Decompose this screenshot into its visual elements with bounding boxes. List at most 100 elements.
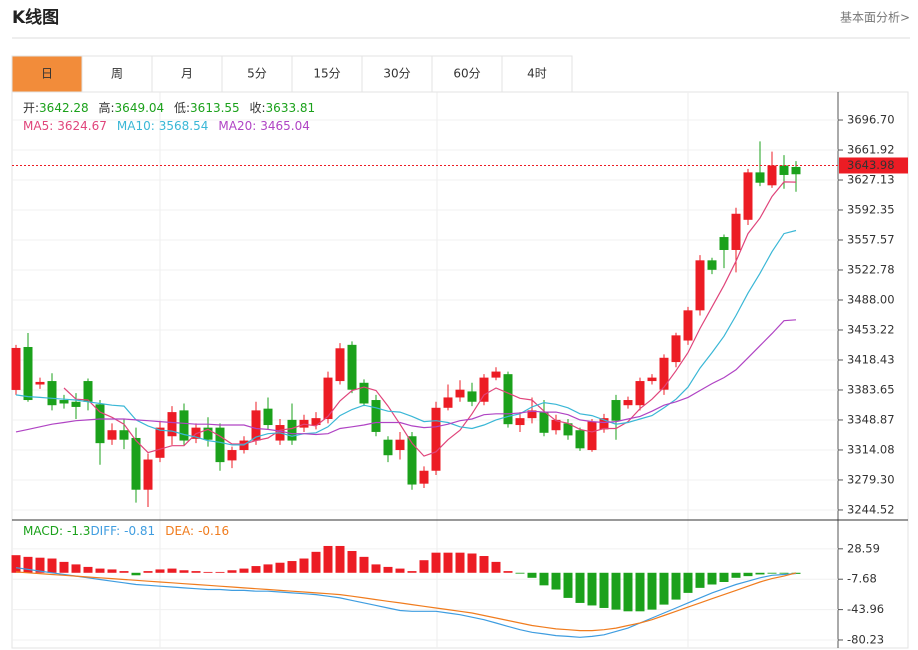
y-tick-label: -7.68 [847, 572, 877, 586]
candle-body [563, 423, 573, 436]
macd-bar [359, 556, 369, 573]
tab[interactable] [501, 55, 573, 93]
tab-label[interactable]: 月 [181, 67, 193, 81]
ma-legend: MA5: 3624.67 MA10: 3568.54 MA20: 3465.04 [23, 119, 310, 133]
y-tick-label: 3348.87 [847, 412, 895, 426]
y-tick-label: 3627.13 [847, 173, 895, 187]
macd-bar [59, 561, 69, 573]
tab-label[interactable]: 日 [41, 67, 53, 81]
macd-bar [179, 570, 189, 573]
macd-bar [479, 556, 489, 573]
open-value: 3642.28 [39, 101, 89, 115]
candle-body [347, 344, 357, 390]
macd-bar [23, 556, 33, 573]
macd-bar [707, 572, 717, 585]
macd-bar [143, 571, 153, 573]
low-value: 3613.55 [190, 101, 240, 115]
legend-label: MA5: [23, 119, 53, 133]
indicator-line [15, 229, 797, 446]
macd-bar [251, 566, 261, 573]
macd-bar [635, 572, 645, 612]
macd-bar [383, 566, 393, 573]
legend-value: -1.3 [67, 524, 90, 538]
y-tick-label: 3314.08 [847, 442, 895, 456]
tab-label[interactable]: 60分 [453, 67, 480, 81]
tab[interactable] [291, 55, 363, 93]
tab-label[interactable]: 4时 [527, 67, 547, 81]
fundamental-link[interactable]: 基本面分析> [840, 11, 910, 25]
macd-bar [695, 572, 705, 588]
candle-body [11, 347, 21, 390]
tab[interactable] [221, 55, 293, 93]
macd-bar [671, 572, 681, 600]
macd-bar [407, 571, 417, 573]
tab[interactable] [431, 55, 503, 93]
tab-label[interactable]: 15分 [313, 67, 340, 81]
macd-bar [263, 564, 273, 573]
candle-body [419, 470, 429, 484]
tab[interactable] [81, 55, 153, 93]
ohlc-legend: 开:3642.28 高:3649.04 低:3613.55 收:3633.81 [23, 100, 315, 115]
y-tick-label: 3418.43 [847, 352, 895, 366]
tab[interactable] [11, 55, 83, 93]
macd-bar [587, 572, 597, 606]
macd-bar [131, 572, 141, 576]
high-label: 高: [99, 100, 115, 115]
indicator-line [15, 567, 797, 638]
macd-bar [431, 552, 441, 573]
candle-body [407, 436, 417, 485]
grid [12, 119, 838, 641]
candle-body [119, 430, 129, 440]
candle-body [71, 401, 81, 407]
candle-body [455, 389, 465, 398]
candle-body [527, 410, 537, 419]
candle-body [371, 400, 381, 432]
candle-body [203, 427, 213, 440]
tab[interactable] [151, 55, 223, 93]
high-value: 3649.04 [115, 101, 165, 115]
macd-bar [527, 572, 537, 578]
candle-body [131, 437, 141, 490]
macd-bar [239, 568, 249, 573]
macd-bar [515, 572, 525, 574]
candle-body [479, 377, 489, 402]
candle-body [695, 260, 705, 311]
macd-bar [371, 564, 381, 573]
y-tick-label: 3244.52 [847, 502, 895, 516]
macd-bar [419, 560, 429, 573]
candle-body [143, 459, 153, 490]
candle-body [743, 172, 753, 220]
legend-value: 3465.04 [260, 119, 310, 133]
macd-bar [395, 568, 405, 573]
macd-bar [575, 572, 585, 603]
candle-body [767, 165, 777, 186]
macd-bar [215, 571, 225, 573]
candle-body [95, 404, 105, 444]
axis: 3696.70 3661.92 3627.13 3592.35 3557.57 3522.… [838, 113, 908, 646]
macd-bar [47, 558, 57, 573]
tab-label[interactable]: 周 [111, 67, 123, 81]
macd-bar [83, 566, 93, 573]
tab-label[interactable]: 5分 [247, 67, 267, 81]
tab-label[interactable]: 30分 [383, 67, 410, 81]
candle-body [335, 348, 345, 382]
macd-bar [563, 572, 573, 598]
candle-body [551, 419, 561, 431]
candle-body [755, 172, 765, 183]
macd-legend: MACD: -1.3DIFF: -0.81 DEA: -0.16 [23, 524, 229, 538]
y-tick-label: 3488.00 [847, 292, 895, 306]
macd-bar [71, 564, 81, 573]
macd-bar [299, 558, 309, 573]
y-tick-label: 3592.35 [847, 203, 895, 217]
candle-body [467, 391, 477, 402]
close-label: 收: [250, 101, 266, 115]
legend-value: 3624.67 [57, 119, 107, 133]
macd-bar [119, 571, 129, 573]
macd-bar [755, 572, 765, 575]
macd-bar [167, 568, 177, 573]
legend-value: 3568.54 [159, 119, 209, 133]
legend-label: MACD: [23, 524, 63, 538]
macd-bar [455, 552, 465, 573]
close-value: 3633.81 [266, 101, 316, 115]
macd-bar [95, 568, 105, 573]
